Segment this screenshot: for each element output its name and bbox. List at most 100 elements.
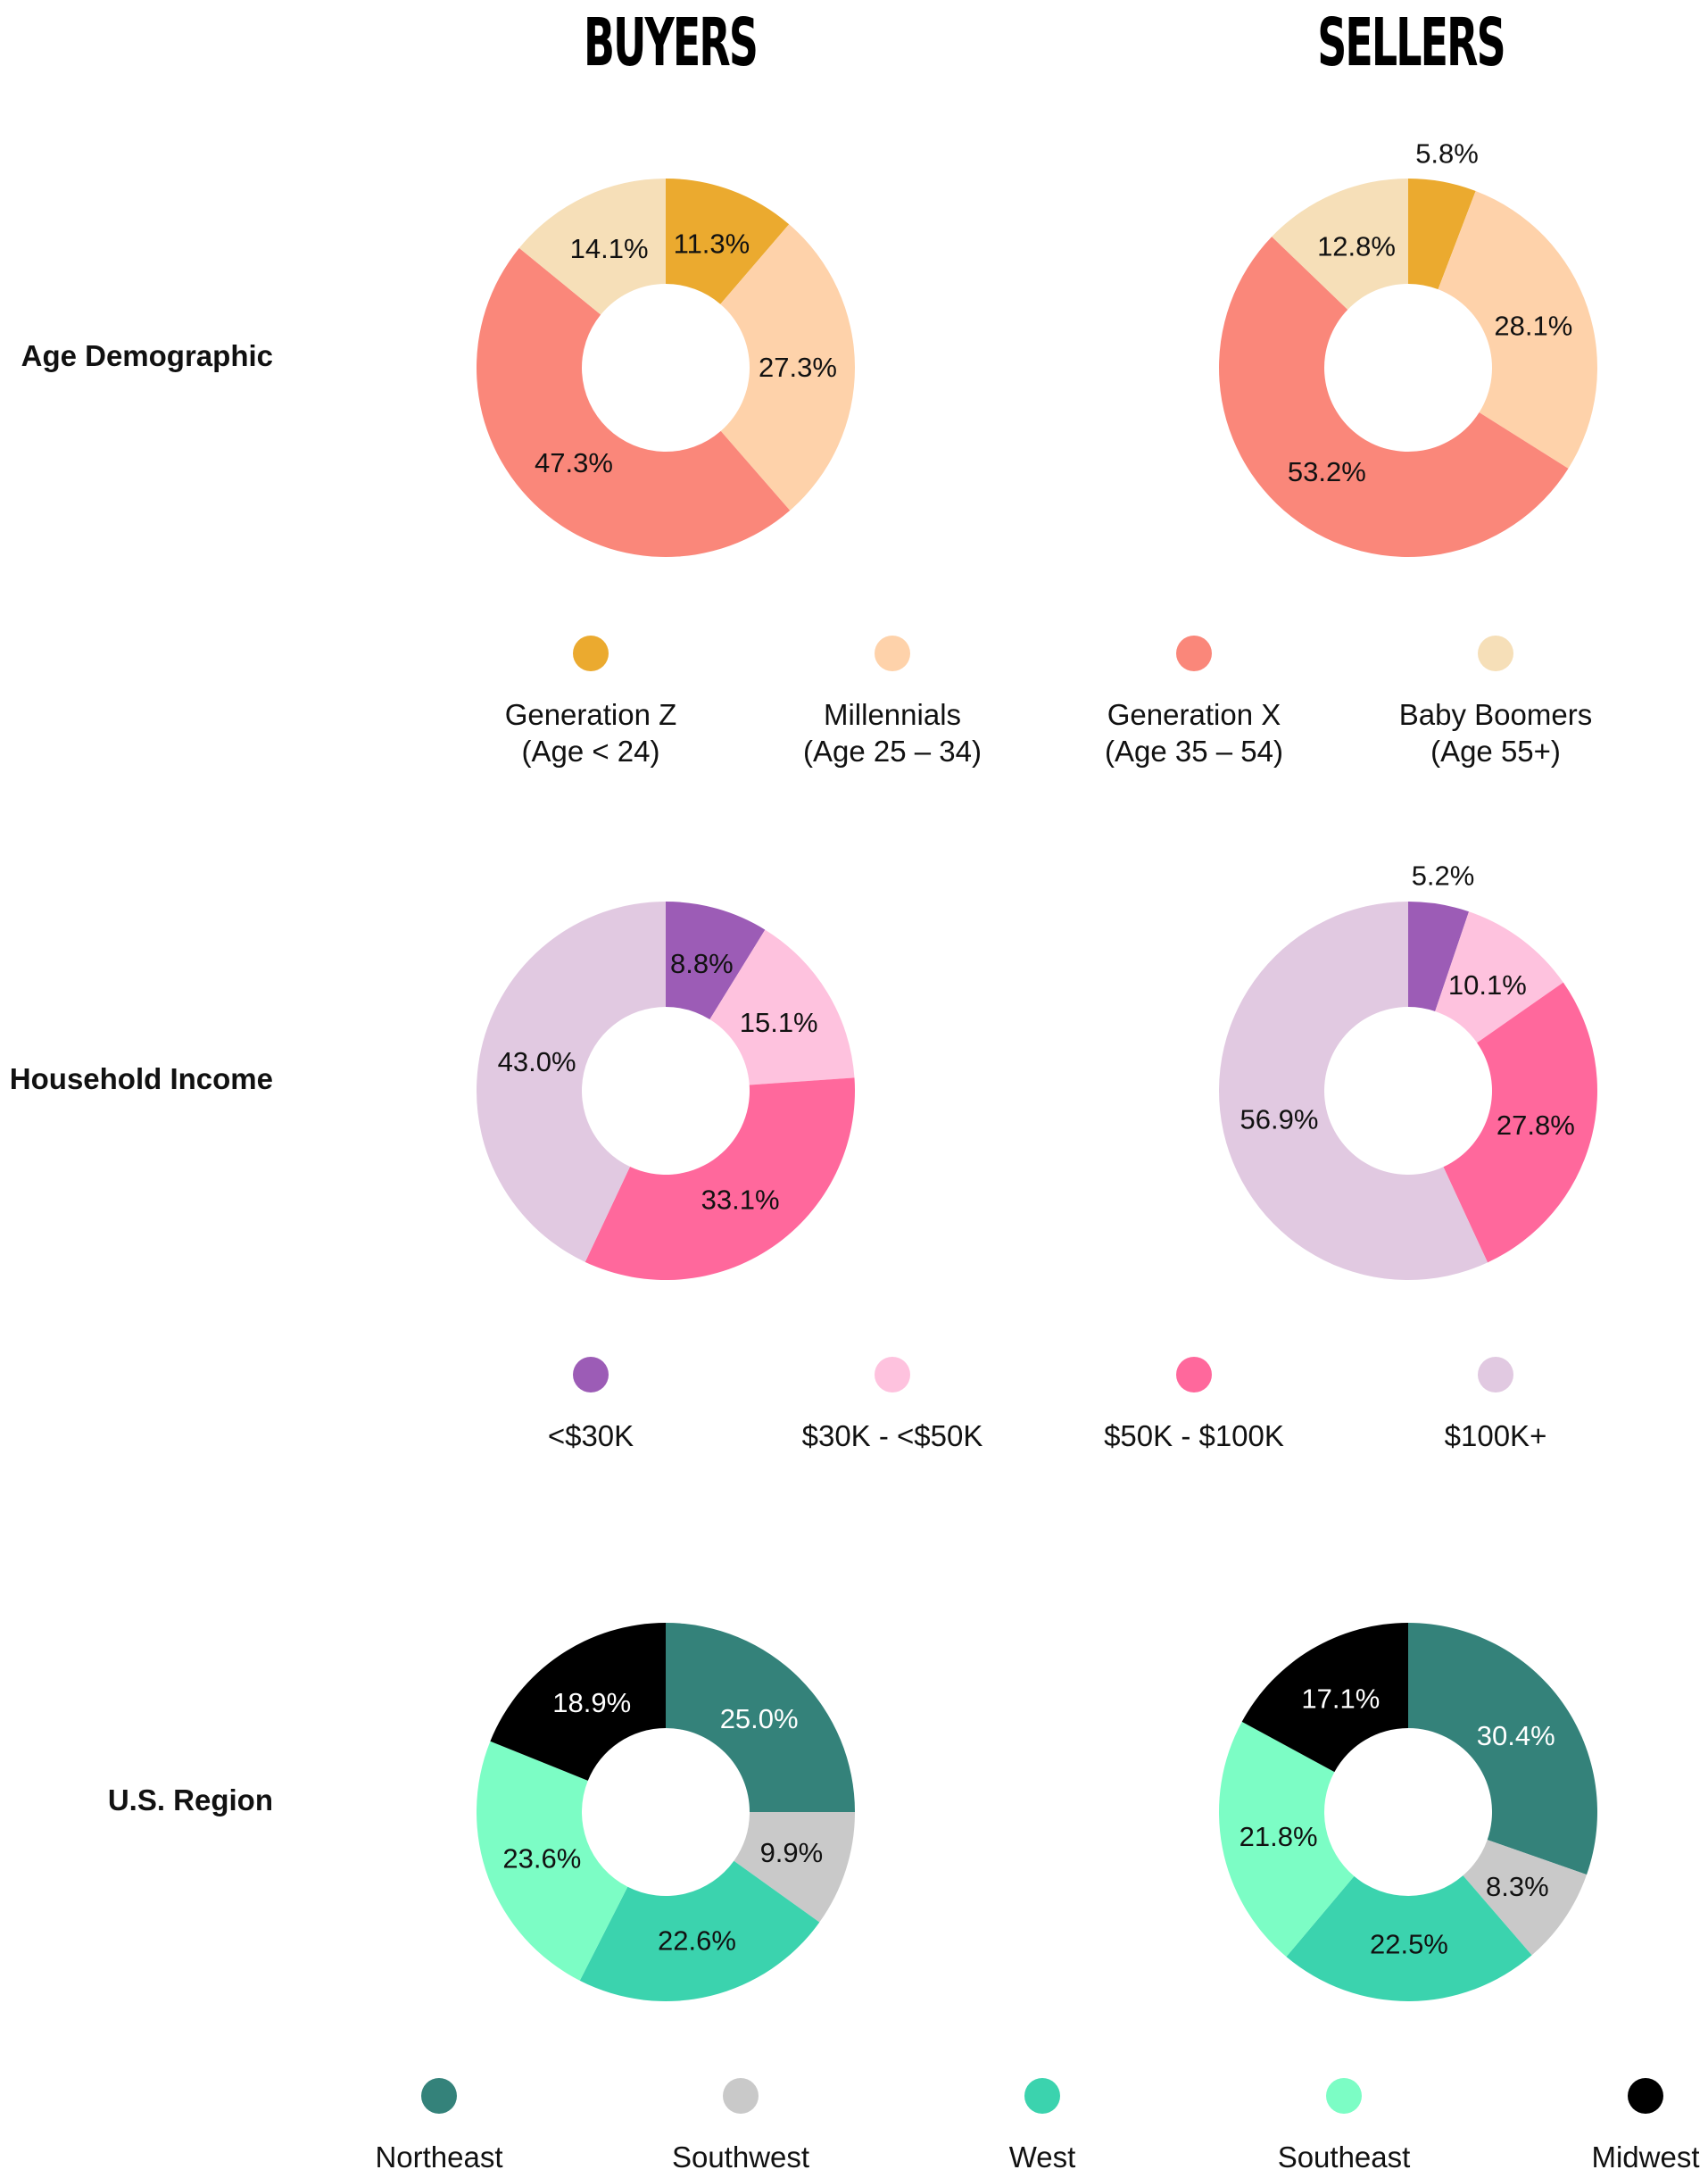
slice-generation-z-age-24 bbox=[1408, 179, 1476, 290]
data-label-100k: 43.0% bbox=[498, 1046, 576, 1077]
age-row-label: Age Demographic bbox=[21, 339, 273, 372]
legend-label: $100K+ bbox=[1444, 1419, 1547, 1452]
data-label-generation-x-age-35-54: 47.3% bbox=[535, 447, 613, 478]
data-label-50k-100k: 27.8% bbox=[1497, 1110, 1575, 1141]
data-label-baby-boomers-age-55: 14.1% bbox=[570, 233, 649, 264]
slice-southwest bbox=[734, 1812, 855, 1923]
data-label-generation-z-age-24: 11.3% bbox=[674, 229, 750, 260]
data-label-southeast: 21.8% bbox=[1240, 1821, 1318, 1852]
data-label-midwest: 18.9% bbox=[552, 1687, 631, 1718]
slice-southeast bbox=[1219, 1721, 1355, 1958]
income-sellers-donut: 5.2% 10.1% 27.8% 56.9% bbox=[1219, 860, 1597, 1280]
legend-midwest: Midwest bbox=[1494, 2078, 1708, 2175]
slice-millennials-age-25-34 bbox=[1438, 190, 1597, 469]
region-row-label: U.S. Region bbox=[107, 1783, 273, 1816]
legend-marker bbox=[573, 1357, 609, 1392]
data-label-midwest: 17.1% bbox=[1301, 1683, 1380, 1714]
legend-label: $30K - <$50K bbox=[801, 1419, 983, 1452]
legend-label: Millennials bbox=[823, 698, 962, 731]
income-buyers-donut: 8.8%15.1% 33.1% 43.0% bbox=[477, 902, 855, 1280]
legend-west: West bbox=[891, 2078, 1194, 2175]
slice-50k-100k bbox=[585, 1077, 855, 1280]
slice-southwest bbox=[1463, 1840, 1588, 1956]
slice-100k bbox=[477, 902, 666, 1262]
legend-marker bbox=[1176, 1357, 1212, 1392]
buyers-column-title: BUYERS bbox=[583, 4, 759, 81]
legend-southeast: Southeast bbox=[1192, 2078, 1496, 2175]
legend-under-30k: <$30K bbox=[439, 1357, 742, 1454]
slice-50k-100k bbox=[1443, 982, 1597, 1263]
legend-label: Southeast bbox=[1277, 2141, 1411, 2174]
legend-label: Generation X bbox=[1107, 698, 1281, 731]
legend-marker bbox=[1326, 2078, 1362, 2114]
data-label-30k: 5.2% bbox=[1412, 860, 1475, 892]
data-label-southwest: 8.3% bbox=[1486, 1871, 1549, 1902]
legend-marker bbox=[1024, 2078, 1060, 2114]
slice-baby-boomers-age-55 bbox=[518, 179, 666, 315]
slice-midwest bbox=[490, 1623, 666, 1781]
sellers-column-title: SELLERS bbox=[1317, 4, 1505, 81]
legend-marker bbox=[875, 1357, 910, 1392]
slice-30k bbox=[666, 902, 766, 1020]
data-label-generation-z-age-24: 5.8% bbox=[1415, 137, 1479, 169]
region-sellers-donut: 30.4% 8.3% 22.5% 21.8% 17.1% bbox=[1219, 1623, 1597, 2001]
data-label-100k: 56.9% bbox=[1240, 1103, 1319, 1135]
legend-marker bbox=[875, 636, 910, 671]
legend-southwest: Southwest bbox=[589, 2078, 892, 2175]
age-sellers-donut: 5.8% 28.1% 53.2% 12.8% bbox=[1219, 137, 1597, 557]
legend-baby-boomers: Baby Boomers (Age 55+) bbox=[1344, 636, 1647, 769]
legend-30k-50k: $30K - <$50K bbox=[741, 1357, 1044, 1454]
legend-label: <$30K bbox=[547, 1419, 634, 1452]
data-label-millennials-age-25-34: 28.1% bbox=[1494, 311, 1572, 342]
legend-label: Southwest bbox=[671, 2141, 810, 2174]
slice-west bbox=[579, 1860, 820, 2001]
region-buyers-donut: 25.0% 9.9% 22.6% 23.6% 18.9% bbox=[477, 1623, 855, 2001]
legend-marker bbox=[421, 2078, 457, 2114]
age-buyers-donut: 11.3% 27.3% 47.3% 14.1% bbox=[477, 179, 855, 558]
legend-sublabel: (Age 35 – 54) bbox=[1105, 735, 1283, 768]
slice-30k bbox=[1408, 902, 1470, 1011]
data-label-northeast: 30.4% bbox=[1477, 1720, 1555, 1751]
legend-label: Northeast bbox=[375, 2141, 503, 2174]
slice-northeast bbox=[666, 1623, 855, 1812]
legend-marker bbox=[1478, 1357, 1513, 1392]
legend-sublabel: (Age < 24) bbox=[521, 735, 660, 768]
slice-30k-50k bbox=[709, 929, 855, 1085]
data-label-30k-50k: 15.1% bbox=[740, 1007, 818, 1038]
legend-millennials: Millennials (Age 25 – 34) bbox=[741, 636, 1044, 769]
legend-marker bbox=[723, 2078, 759, 2114]
data-label-west: 22.5% bbox=[1370, 1928, 1448, 1959]
data-label-baby-boomers-age-55: 12.8% bbox=[1317, 230, 1396, 262]
slice-southeast bbox=[477, 1741, 628, 1981]
legend-marker bbox=[1478, 636, 1513, 671]
legend-label: Midwest bbox=[1591, 2141, 1700, 2174]
slice-midwest bbox=[1241, 1623, 1408, 1773]
slice-generation-x-age-35-54 bbox=[477, 247, 791, 558]
legend-marker bbox=[1628, 2078, 1663, 2114]
slice-generation-x-age-35-54 bbox=[1219, 237, 1569, 557]
data-label-30k: 8.8% bbox=[670, 948, 734, 979]
legend-label: Generation Z bbox=[504, 698, 677, 731]
data-label-30k-50k: 10.1% bbox=[1448, 969, 1527, 1001]
legend-marker bbox=[573, 636, 609, 671]
slice-west bbox=[1286, 1875, 1532, 2001]
legend-generation-z: Generation Z (Age < 24) bbox=[439, 636, 742, 769]
slice-100k bbox=[1219, 902, 1488, 1280]
legend-label: $50K - $100K bbox=[1104, 1419, 1284, 1452]
slice-30k-50k bbox=[1435, 911, 1563, 1043]
data-label-southeast: 23.6% bbox=[502, 1842, 581, 1874]
slice-millennials-age-25-34 bbox=[720, 224, 855, 511]
data-label-millennials-age-25-34: 27.3% bbox=[759, 352, 837, 383]
legend-sublabel: (Age 25 – 34) bbox=[803, 735, 982, 768]
legend-50k-100k: $50K - $100K bbox=[1042, 1357, 1346, 1454]
slice-baby-boomers-age-55 bbox=[1272, 179, 1408, 310]
legend-sublabel: (Age 55+) bbox=[1430, 735, 1561, 768]
legend-100k-plus: $100K+ bbox=[1344, 1357, 1647, 1454]
legend-marker bbox=[1176, 636, 1212, 671]
legend-generation-x: Generation X (Age 35 – 54) bbox=[1042, 636, 1346, 769]
income-row-label: Household Income bbox=[9, 1062, 273, 1095]
data-label-northeast: 25.0% bbox=[720, 1703, 799, 1734]
data-label-west: 22.6% bbox=[658, 1924, 736, 1956]
legend-label: Baby Boomers bbox=[1398, 698, 1593, 731]
